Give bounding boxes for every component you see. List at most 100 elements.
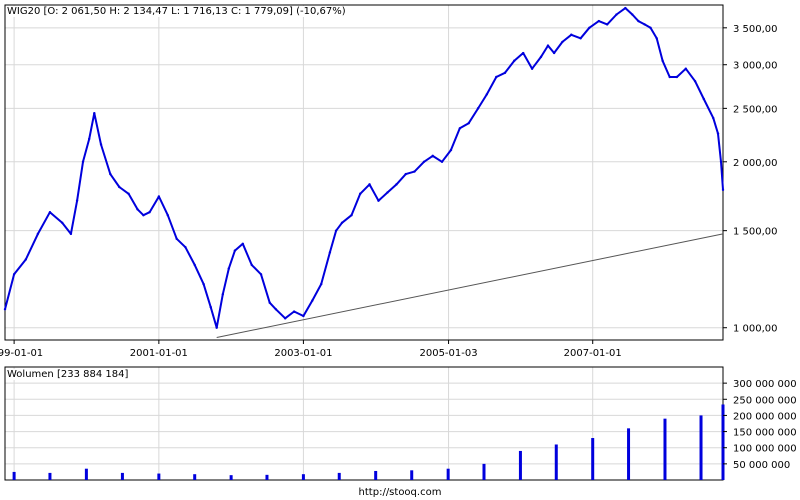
price-point bbox=[250, 263, 253, 267]
price-series bbox=[3, 6, 725, 329]
price-point bbox=[81, 160, 85, 163]
volume-plot-border bbox=[4, 366, 724, 481]
volume-bar bbox=[48, 472, 52, 480]
price-point bbox=[233, 249, 237, 252]
volume-bar bbox=[193, 474, 197, 480]
volume-y-tick-label: 200 000 000 bbox=[733, 411, 797, 422]
price-point bbox=[377, 199, 380, 202]
price-point bbox=[552, 51, 556, 55]
price-point bbox=[320, 282, 323, 286]
volume-bar bbox=[229, 475, 233, 480]
volume-bar bbox=[157, 473, 161, 480]
price-x-tick-label: 1999-01-01 bbox=[0, 348, 43, 359]
volume-panel-title: Wolumen [233 884 184] bbox=[6, 369, 130, 380]
price-point bbox=[431, 154, 434, 158]
price-point bbox=[311, 299, 314, 302]
price-point bbox=[209, 305, 212, 309]
price-point bbox=[148, 211, 151, 214]
price-point bbox=[142, 214, 145, 217]
price-point bbox=[136, 208, 139, 211]
price-point bbox=[221, 293, 225, 296]
price-point bbox=[359, 192, 362, 195]
price-point bbox=[467, 121, 470, 125]
price-point bbox=[3, 308, 7, 311]
price-point bbox=[546, 44, 550, 47]
price-title-prefix: WIG20 bbox=[7, 6, 41, 17]
volume-bar bbox=[374, 470, 378, 480]
price-point bbox=[87, 137, 91, 141]
price-point bbox=[440, 160, 444, 163]
price-point bbox=[259, 273, 263, 276]
price-point bbox=[368, 183, 371, 186]
price-point bbox=[48, 211, 52, 214]
price-point bbox=[495, 75, 498, 79]
volume-bar bbox=[518, 450, 522, 480]
volume-y-tick-label: 50 000 000 bbox=[733, 460, 790, 471]
price-point bbox=[631, 13, 634, 16]
price-point bbox=[422, 160, 426, 163]
price-point bbox=[328, 251, 332, 254]
volume-bar bbox=[482, 463, 486, 480]
trendline bbox=[216, 233, 724, 338]
price-point bbox=[386, 191, 389, 194]
price-point bbox=[241, 242, 245, 245]
price-point bbox=[157, 195, 161, 198]
price-point bbox=[413, 170, 416, 173]
volume-bar bbox=[301, 474, 305, 480]
price-point bbox=[404, 172, 407, 176]
price-point bbox=[334, 229, 338, 232]
volume-bar bbox=[12, 471, 16, 480]
price-point bbox=[166, 214, 169, 217]
volume-bar bbox=[410, 470, 414, 480]
price-y-axis: 1 000,00 1 500,00 2 000,00 2 500,00 3 000,00… bbox=[723, 24, 778, 335]
price-point bbox=[175, 237, 178, 240]
source-link[interactable]: http://stooq.com bbox=[358, 487, 442, 498]
price-point bbox=[684, 67, 687, 70]
price-point bbox=[530, 67, 534, 70]
volume-bar bbox=[663, 418, 667, 480]
price-point bbox=[561, 40, 564, 44]
price-panel-title: WIG20 [O: 2 061,50 H: 2 134,47 L: 1 716,… bbox=[6, 6, 347, 17]
price-y-tick-label: 3 500,00 bbox=[733, 24, 778, 35]
price-point bbox=[643, 23, 646, 26]
price-point bbox=[579, 37, 582, 40]
price-point bbox=[721, 188, 725, 192]
price-point bbox=[395, 183, 398, 186]
price-point bbox=[503, 71, 507, 75]
price-point bbox=[539, 55, 543, 59]
price-point bbox=[24, 258, 27, 261]
volume-bar bbox=[446, 468, 450, 480]
price-point bbox=[350, 214, 353, 217]
volume-bar bbox=[337, 472, 341, 480]
price-point bbox=[716, 132, 720, 135]
price-point bbox=[75, 199, 79, 202]
volume-bar bbox=[627, 428, 631, 480]
volume-y-axis: 50 000 000 100 000 000 150 000 000 200 000 … bbox=[723, 379, 797, 471]
price-point bbox=[61, 221, 64, 225]
price-point bbox=[675, 75, 679, 79]
price-point bbox=[649, 26, 652, 30]
volume-bar bbox=[554, 444, 558, 480]
price-point bbox=[522, 51, 525, 55]
price-trendline bbox=[216, 233, 724, 338]
price-y-tick-label: 1 500,00 bbox=[733, 227, 778, 238]
volume-y-tick-label: 300 000 000 bbox=[733, 379, 797, 390]
price-point bbox=[712, 116, 715, 120]
price-point bbox=[93, 112, 96, 115]
price-point bbox=[283, 317, 287, 320]
price-point bbox=[202, 282, 205, 286]
price-x-tick-label: 2001-01-01 bbox=[130, 348, 188, 359]
price-x-tick-label: 2007-01-01 bbox=[564, 348, 622, 359]
price-point bbox=[570, 33, 573, 36]
price-point bbox=[693, 80, 697, 83]
price-point bbox=[588, 26, 591, 30]
price-point bbox=[655, 37, 658, 40]
volume-bars bbox=[12, 404, 725, 480]
price-ohlc-text: [O: 2 061,50 H: 2 134,47 L: 1 716,13 C: … bbox=[43, 6, 346, 17]
price-x-tick-label: 2003-01-01 bbox=[274, 348, 332, 359]
price-line bbox=[4, 7, 724, 329]
volume-frame bbox=[4, 366, 724, 481]
price-point bbox=[624, 6, 627, 10]
price-y-tick-label: 1 000,00 bbox=[733, 324, 778, 335]
